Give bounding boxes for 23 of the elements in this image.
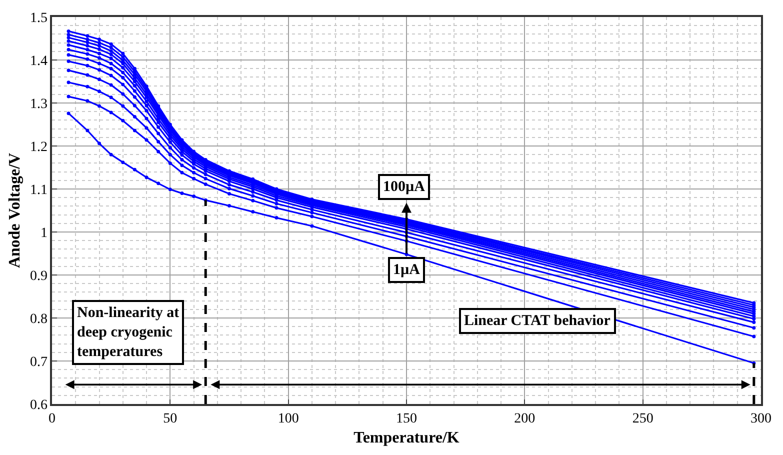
- annotation: Linear CTAT behavior: [464, 313, 611, 329]
- annotation: 1µA: [393, 262, 420, 278]
- x-tick-label: 50: [163, 412, 178, 427]
- x-tick-label: 100: [278, 412, 299, 427]
- annotation: 100µA: [383, 179, 426, 195]
- y-tick-label: 1: [40, 226, 48, 241]
- x-axis-title: Temperature/K: [354, 430, 460, 447]
- x-tick-label: 150: [396, 412, 417, 427]
- y-tick-label: 0.9: [30, 268, 48, 284]
- y-tick-label: 1.2: [30, 140, 48, 155]
- x-tick-label: 0: [48, 412, 56, 427]
- y-tick-label: 1.4: [30, 54, 48, 69]
- y-tick-label: 1.3: [30, 96, 48, 112]
- x-tick-label: 200: [514, 412, 536, 427]
- y-tick-label: 0.8: [30, 312, 48, 327]
- x-tick-label: 250: [632, 412, 654, 427]
- y-axis-title: Anode Voltage/V: [6, 152, 24, 268]
- y-tick-label: 1.1: [30, 182, 48, 198]
- annotation: Non-linearity at deep cryogenic temperatures: [77, 305, 180, 360]
- y-tick-label: 0.7: [30, 354, 48, 370]
- y-tick-label: 0.6: [30, 398, 48, 413]
- x-tick-label: 300: [750, 412, 772, 427]
- y-tick-label: 1.5: [30, 10, 48, 26]
